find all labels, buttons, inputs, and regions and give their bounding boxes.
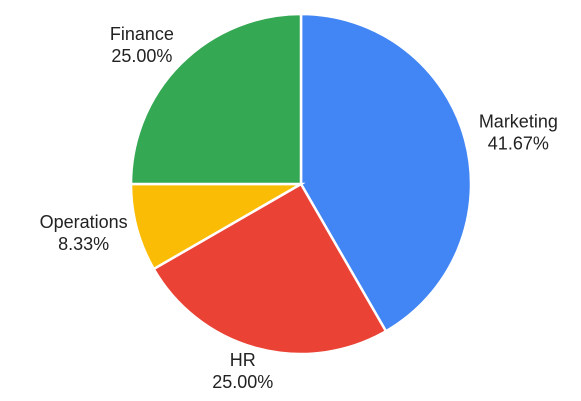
slice-value-label: 8.33% bbox=[58, 234, 109, 254]
slice-label: HR bbox=[230, 350, 256, 370]
slice-value-label: 25.00% bbox=[212, 372, 273, 392]
pie-slice bbox=[129, 12, 303, 186]
slice-label: Marketing bbox=[479, 111, 558, 131]
slice-value-label: 25.00% bbox=[111, 46, 172, 66]
pie-slice bbox=[152, 182, 388, 356]
slice-label: Operations bbox=[40, 212, 128, 232]
pie-slice bbox=[299, 12, 473, 333]
slice-value-label: 41.67% bbox=[488, 133, 549, 153]
pie-slice bbox=[129, 182, 306, 271]
slice-label: Finance bbox=[110, 24, 174, 44]
